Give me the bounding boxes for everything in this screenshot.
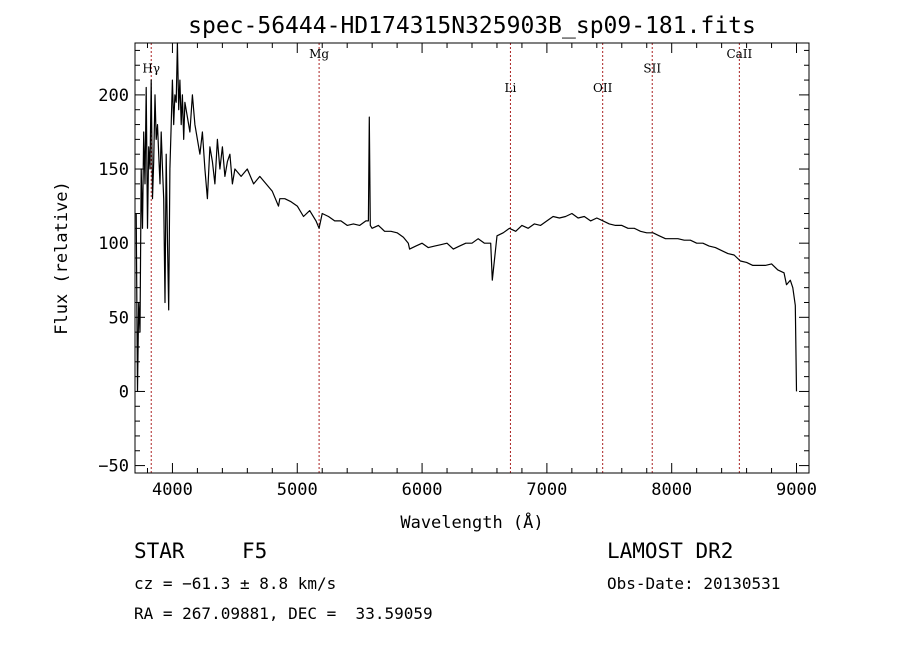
spectral-line-label: Hγ (142, 62, 160, 76)
spectral-line-label: Mg (309, 47, 329, 61)
spectrum-line (135, 42, 798, 392)
coordinates-readout: RA = 267.09881, DEC = 33.59059 (134, 604, 433, 623)
chart-title: spec-56444-HD174315N325903B_sp09-181.fit… (188, 13, 756, 39)
x-tick-label: 7000 (526, 480, 567, 500)
object-type: STAR (134, 539, 185, 563)
spectral-line-label: SII (643, 62, 661, 76)
survey-label: LAMOST DR2 (607, 539, 734, 563)
spectral-subclass: F5 (242, 539, 268, 563)
plot-area: 4000 5000 6000 7000 8000 9000 −50 0 50 100 150 200 H… (98, 42, 817, 500)
x-axis-label: Wavelength (Å) (400, 511, 543, 533)
y-tick-label: 200 (98, 86, 129, 106)
spectral-line-label: CaII (726, 47, 752, 61)
spectral-line-label: OII (593, 81, 613, 95)
x-tick-label: 5000 (277, 480, 318, 500)
y-tick-label: 50 (109, 308, 129, 328)
y-axis-label: Flux (relative) (52, 181, 72, 335)
spectral-line-label: Li (505, 81, 517, 95)
redshift-readout: cz = −61.3 ± 8.8 km/s (134, 574, 337, 593)
y-tick-label: 150 (98, 160, 129, 180)
x-tick-label: 8000 (651, 480, 692, 500)
y-tick-label: 100 (98, 234, 129, 254)
x-tick-label: 9000 (776, 480, 817, 500)
observation-date: Obs-Date: 20130531 (607, 574, 781, 593)
x-tick-label: 6000 (402, 480, 443, 500)
y-tick-label: −50 (98, 457, 129, 477)
x-tick-label: 4000 (152, 480, 193, 500)
plot-frame (134, 42, 810, 474)
y-tick-label: 0 (119, 382, 129, 402)
